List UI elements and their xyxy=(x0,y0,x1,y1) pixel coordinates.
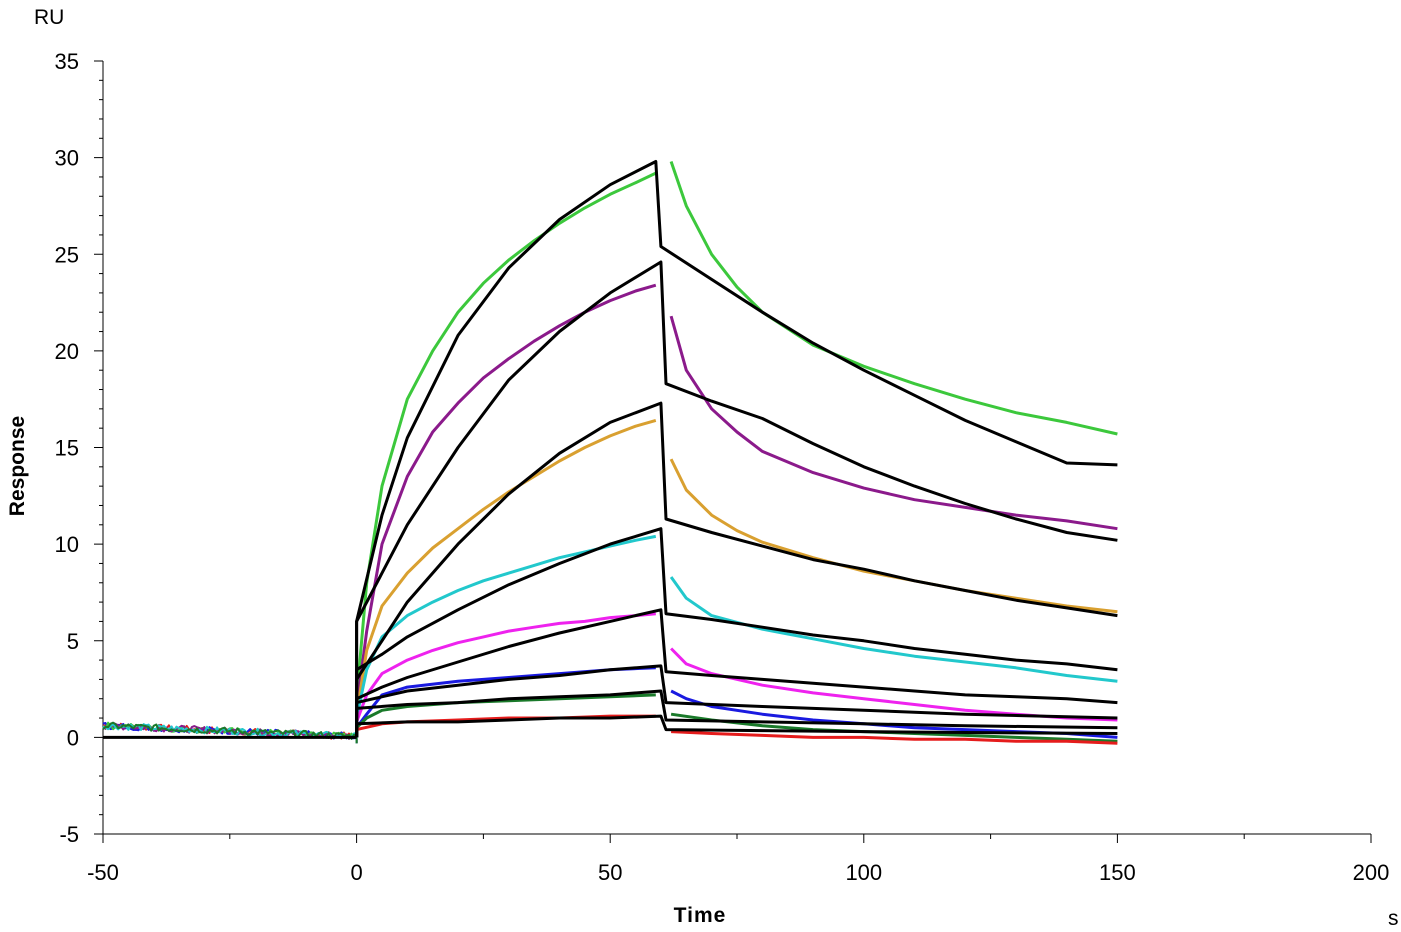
y-tick-label: -5 xyxy=(59,822,79,847)
y-tick-label: 35 xyxy=(55,49,79,74)
measured-association-curve xyxy=(355,171,657,738)
y-tick-label: 10 xyxy=(55,532,79,557)
x-tick-label: 100 xyxy=(845,860,882,885)
x-tick-label: 200 xyxy=(1353,860,1390,885)
measured-dissociation-curve xyxy=(669,458,1118,614)
fit-curve xyxy=(355,608,1118,738)
fit-curve xyxy=(355,714,1118,738)
y-axis-title: Response xyxy=(6,416,29,516)
x-tick-label: 150 xyxy=(1099,860,1136,885)
measured-association-curve xyxy=(355,612,656,738)
baseline-trace xyxy=(102,721,358,744)
plot-area xyxy=(102,160,1118,745)
x-tick-label: 0 xyxy=(350,860,362,885)
x-axis-title: Time xyxy=(674,904,727,927)
fit-curve xyxy=(355,664,1118,738)
x-unit-label: s xyxy=(1388,907,1399,930)
y-tick-label: 30 xyxy=(55,146,79,171)
fit-curve xyxy=(355,689,1118,738)
fit-curve xyxy=(355,401,1118,738)
y-tick-label: 5 xyxy=(67,629,79,654)
measured-dissociation-curve xyxy=(671,730,1118,745)
x-tick-label: 50 xyxy=(598,860,622,885)
fit-curve xyxy=(355,260,1118,738)
measured-dissociation-curve xyxy=(669,576,1118,683)
fit-curve xyxy=(355,527,1118,738)
measured-dissociation-curve xyxy=(669,315,1118,531)
y-tick-label: 15 xyxy=(55,436,79,461)
y-tick-label: 20 xyxy=(55,339,79,364)
y-tick-label: 0 xyxy=(67,725,79,750)
x-tick-label: -50 xyxy=(87,860,119,885)
y-tick-label: 25 xyxy=(55,242,79,267)
measured-association-curve xyxy=(355,418,657,738)
fit-curve xyxy=(355,160,1118,738)
y-unit-label: RU xyxy=(34,6,64,29)
measured-association-curve xyxy=(355,283,657,738)
